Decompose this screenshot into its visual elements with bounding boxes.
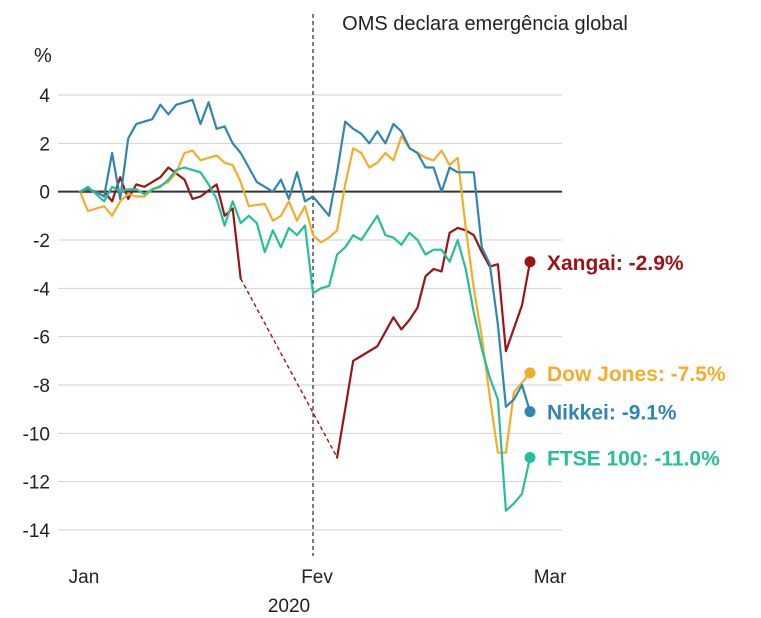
- x-tick-label: Fev: [301, 567, 333, 588]
- x-axis-year-label: 2020: [268, 596, 310, 617]
- end-label-xangai: Xangai: -2.9%: [547, 252, 684, 275]
- y-tick-label: 0: [39, 183, 50, 204]
- y-tick-label: -4: [33, 279, 50, 300]
- end-point-dow-jones: [524, 367, 536, 379]
- series-line-nikkei: [78, 98, 532, 413]
- event-annotation: OMS declara emergência global: [312, 13, 628, 556]
- end-point-ftse-100: [524, 452, 536, 463]
- y-tick-label: -10: [23, 424, 50, 445]
- y-tick-label: -2: [33, 231, 50, 252]
- y-tick-label: 2: [39, 134, 50, 155]
- y-tick-label: -8: [33, 376, 50, 397]
- gridlines: [58, 94, 562, 531]
- y-tick-label: -12: [23, 473, 50, 494]
- x-tick-label: Jan: [69, 567, 100, 588]
- series-line-xangai: [336, 226, 532, 459]
- end-label-nikkei: Nikkei: -9.1%: [547, 402, 677, 425]
- series-line-ftse-100: [78, 166, 532, 512]
- end-point-xangai: [524, 256, 536, 268]
- event-label: OMS declara emergência global: [342, 13, 628, 35]
- series-gap-xangai: [240, 278, 338, 458]
- series-line-dow-jones: [78, 135, 532, 454]
- series-lines: [78, 98, 532, 512]
- end-labels: Xangai: -2.9% Dow Jones: -7.5% Nikkei: -9.…: [524, 252, 726, 471]
- y-tick-label: -14: [23, 521, 51, 542]
- end-label-dow-jones: Dow Jones: -7.5%: [547, 363, 726, 386]
- y-axis: 4 2 0 -2 -4 -6 -8 -10 -12 -14: [23, 86, 51, 542]
- end-label-ftse-100: FTSE 100: -11.0%: [547, 448, 720, 471]
- series-line-xangai: [78, 166, 242, 280]
- y-axis-label: %: [34, 45, 52, 67]
- end-point-nikkei: [524, 406, 536, 418]
- y-tick-label: 4: [39, 86, 50, 107]
- x-tick-label: Mar: [534, 567, 567, 588]
- y-tick-label: -6: [33, 328, 50, 349]
- x-axis: Jan Fev Mar: [69, 567, 567, 588]
